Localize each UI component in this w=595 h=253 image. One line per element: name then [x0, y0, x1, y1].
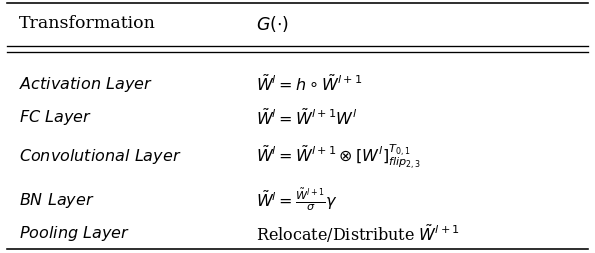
Text: $\it{Activation\ Layer}$: $\it{Activation\ Layer}$: [19, 74, 153, 93]
Text: $\tilde{W}^l = h \circ \tilde{W}^{l+1}$: $\tilde{W}^l = h \circ \tilde{W}^{l+1}$: [256, 74, 362, 94]
Text: $G(\cdot)$: $G(\cdot)$: [256, 14, 289, 34]
Text: $\tilde{W}^l = \frac{\tilde{W}^{l+1}}{\sigma}\gamma$: $\tilde{W}^l = \frac{\tilde{W}^{l+1}}{\s…: [256, 187, 337, 214]
Text: Relocate/Distribute $\tilde{W}^{l+1}$: Relocate/Distribute $\tilde{W}^{l+1}$: [256, 222, 460, 244]
Text: $\it{FC\ Layer}$: $\it{FC\ Layer}$: [19, 108, 92, 127]
Text: Transformation: Transformation: [19, 15, 156, 32]
Text: $\it{Pooling\ Layer}$: $\it{Pooling\ Layer}$: [19, 223, 130, 242]
Text: $\tilde{W}^l = \tilde{W}^{l+1} \otimes [W^l]^{T_{0,1}}_{flip_{2,3}}$: $\tilde{W}^l = \tilde{W}^{l+1} \otimes […: [256, 142, 421, 171]
Text: $\tilde{W}^l = \tilde{W}^{l+1}W^l$: $\tilde{W}^l = \tilde{W}^{l+1}W^l$: [256, 108, 358, 128]
Text: $\it{Convolutional\ Layer}$: $\it{Convolutional\ Layer}$: [19, 147, 181, 166]
Text: $\it{BN\ Layer}$: $\it{BN\ Layer}$: [19, 191, 95, 210]
